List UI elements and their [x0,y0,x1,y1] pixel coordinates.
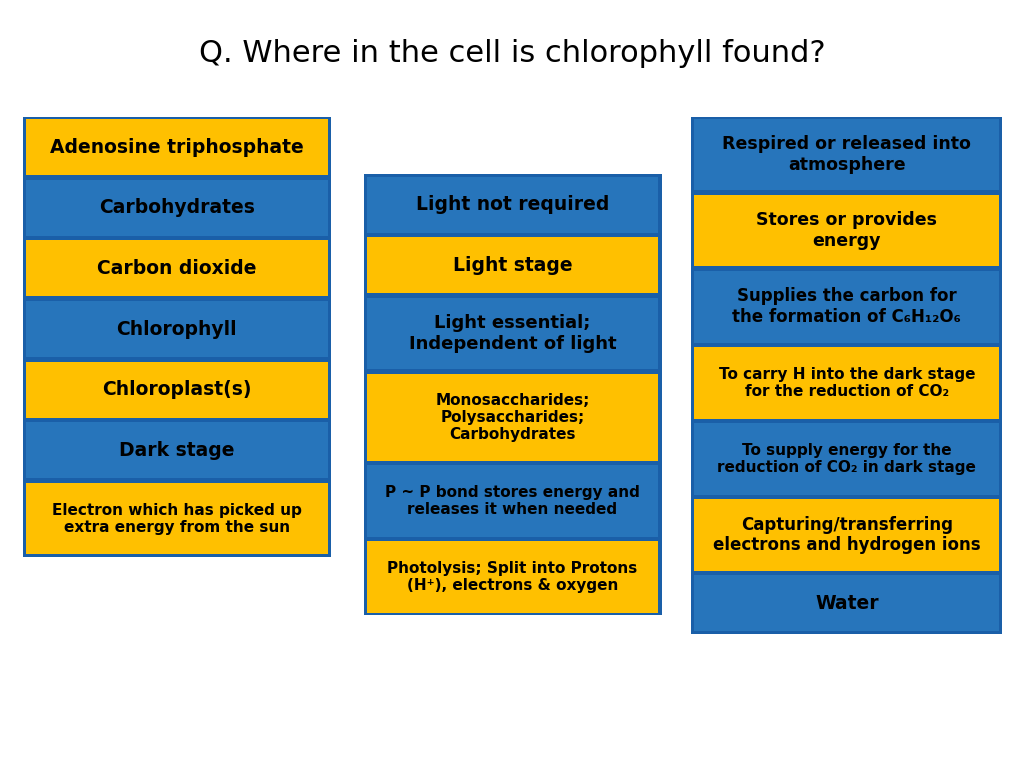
FancyBboxPatch shape [364,539,662,615]
FancyBboxPatch shape [23,481,331,557]
FancyBboxPatch shape [364,235,662,296]
FancyBboxPatch shape [23,238,331,299]
FancyBboxPatch shape [364,174,662,235]
FancyBboxPatch shape [691,345,1002,421]
Text: Capturing/transferring
electrons and hydrogen ions: Capturing/transferring electrons and hyd… [713,515,981,554]
FancyBboxPatch shape [694,499,999,571]
FancyBboxPatch shape [26,180,328,236]
Text: Electron which has picked up
extra energy from the sun: Electron which has picked up extra energ… [51,502,302,535]
FancyBboxPatch shape [367,237,658,293]
Text: Carbohydrates: Carbohydrates [98,198,255,217]
Text: Stores or provides
energy: Stores or provides energy [757,211,937,250]
Text: To supply energy for the
reduction of CO₂ in dark stage: To supply energy for the reduction of CO… [718,442,976,475]
FancyBboxPatch shape [23,177,331,238]
Text: To carry H into the dark stage
for the reduction of CO₂: To carry H into the dark stage for the r… [719,366,975,399]
FancyBboxPatch shape [26,362,328,418]
Text: Light essential;
Independent of light: Light essential; Independent of light [409,314,616,353]
FancyBboxPatch shape [23,117,331,177]
Text: Adenosine triphosphate: Adenosine triphosphate [50,137,303,157]
Text: Light stage: Light stage [453,256,572,275]
Text: Water: Water [815,594,879,613]
Text: Light not required: Light not required [416,195,609,214]
FancyBboxPatch shape [691,421,1002,497]
Text: Carbon dioxide: Carbon dioxide [97,259,256,278]
Text: P ~ P bond stores energy and
releases it when needed: P ~ P bond stores energy and releases it… [385,485,640,518]
FancyBboxPatch shape [694,423,999,495]
FancyBboxPatch shape [364,296,662,372]
FancyBboxPatch shape [691,193,1002,269]
Text: Supplies the carbon for
the formation of C₆H₁₂O₆: Supplies the carbon for the formation of… [732,287,962,326]
FancyBboxPatch shape [23,299,331,359]
Text: Monosaccharides;
Polysaccharides;
Carbohydrates: Monosaccharides; Polysaccharides; Carboh… [435,392,590,442]
FancyBboxPatch shape [26,119,328,175]
FancyBboxPatch shape [367,298,658,369]
FancyBboxPatch shape [23,420,331,481]
FancyBboxPatch shape [364,463,662,539]
FancyBboxPatch shape [367,541,658,613]
FancyBboxPatch shape [691,573,1002,634]
FancyBboxPatch shape [694,347,999,419]
FancyBboxPatch shape [694,119,999,190]
Text: Chloroplast(s): Chloroplast(s) [102,380,251,399]
FancyBboxPatch shape [26,301,328,357]
FancyBboxPatch shape [23,359,331,420]
FancyBboxPatch shape [26,240,328,296]
FancyBboxPatch shape [26,422,328,478]
FancyBboxPatch shape [367,177,658,233]
FancyBboxPatch shape [694,195,999,266]
FancyBboxPatch shape [364,372,662,463]
FancyBboxPatch shape [367,374,658,461]
FancyBboxPatch shape [367,465,658,537]
FancyBboxPatch shape [694,271,999,343]
Text: Q. Where in the cell is chlorophyll found?: Q. Where in the cell is chlorophyll foun… [199,39,825,68]
Text: Dark stage: Dark stage [119,441,234,460]
Text: Chlorophyll: Chlorophyll [117,319,237,339]
Text: Photolysis; Split into Protons
(H⁺), electrons & oxygen: Photolysis; Split into Protons (H⁺), ele… [387,561,638,594]
FancyBboxPatch shape [691,269,1002,345]
FancyBboxPatch shape [694,575,999,631]
FancyBboxPatch shape [26,483,328,554]
Text: Respired or released into
atmosphere: Respired or released into atmosphere [722,135,972,174]
FancyBboxPatch shape [691,497,1002,573]
FancyBboxPatch shape [691,117,1002,193]
